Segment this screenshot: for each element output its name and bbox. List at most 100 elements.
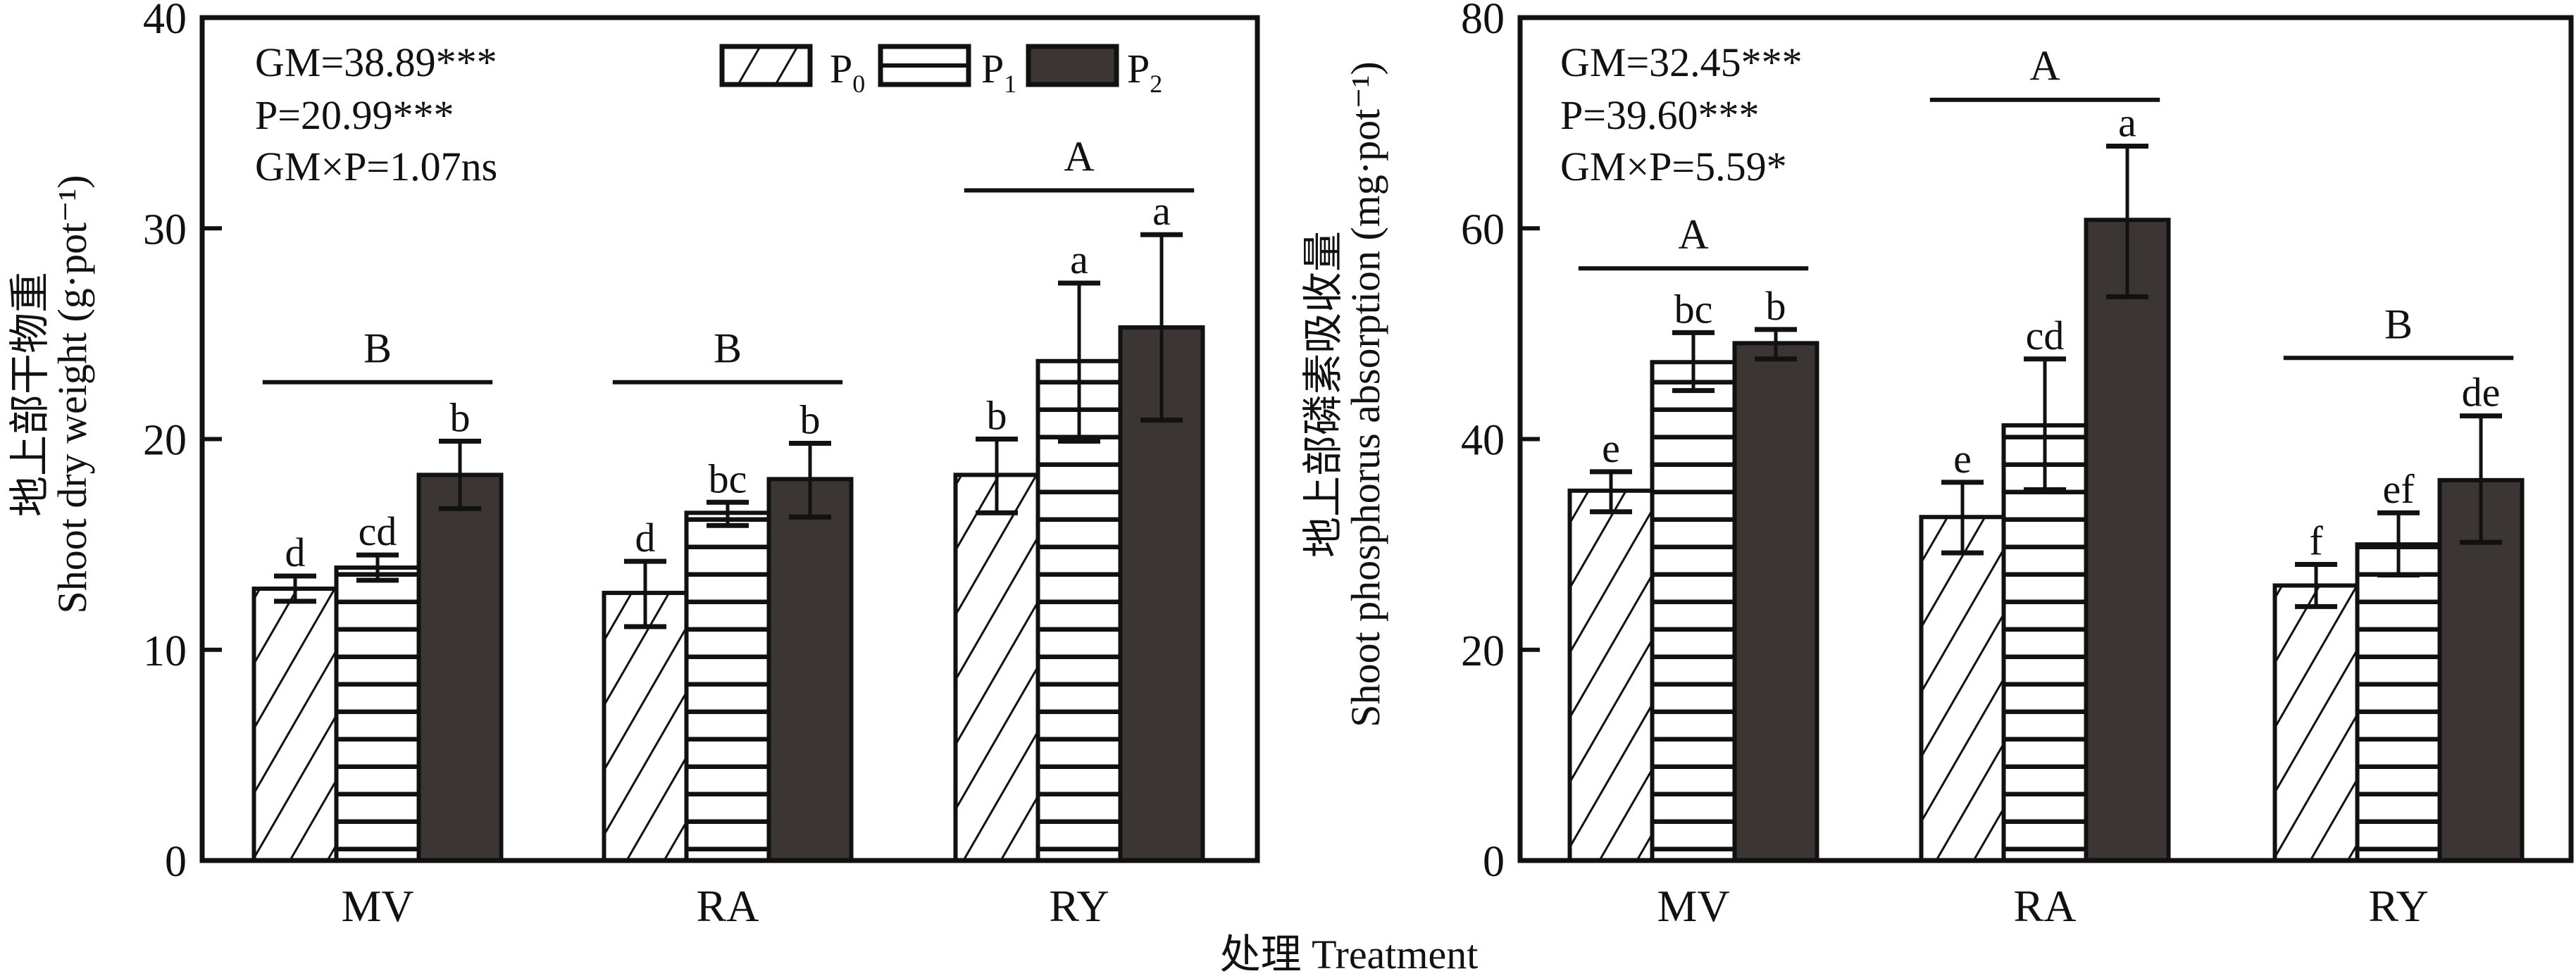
significance-letter: d (635, 515, 656, 561)
error-bar (1590, 469, 1632, 515)
y-tick-label: 80 (1461, 0, 1505, 43)
significance-letter: b (1766, 283, 1786, 329)
bar-p0-ra (1919, 515, 2006, 863)
error-bar (976, 437, 1018, 515)
significance-letter: f (2309, 518, 2323, 564)
stat-interaction: GM×P=5.59* (1560, 144, 1787, 189)
axes-layer: MV RA RY 0 10 20 30 40 (143, 0, 1260, 931)
significance-letter: bc (709, 456, 747, 501)
significance-letter: ef (2382, 466, 2415, 512)
error-bar (2460, 413, 2502, 545)
significance-letter: de (2462, 370, 2501, 415)
legend-swatch-p0 (719, 44, 813, 87)
significance-letter: a (1152, 188, 1171, 234)
bars-layer: d cd b Bd bc b Bb a a A (251, 133, 1205, 863)
error-bar (1672, 330, 1715, 394)
x-tick-label: MV (1657, 881, 1729, 931)
bar-p0-ry (953, 473, 1040, 863)
error-bar (274, 573, 316, 604)
significance-letter: d (285, 530, 306, 575)
error-bar (1941, 480, 1984, 556)
bar-p1-ry (2355, 542, 2442, 863)
group-letter: A (1678, 211, 1708, 258)
bar-p0-ry (2272, 583, 2360, 863)
legend: P0 P1 P2 (719, 44, 1162, 98)
y-axis-title-en: Shoot phosphorus absorption (mg·pot⁻¹) (1343, 61, 1388, 727)
error-bar (707, 499, 749, 528)
x-tick-label: RA (697, 881, 759, 931)
bar-p1-mv (1650, 360, 1737, 863)
bar-p2-mv (416, 473, 504, 863)
significance-letter: a (2118, 100, 2136, 146)
error-bar (789, 440, 831, 520)
x-axis-title: 处理 Treatment (1220, 932, 1479, 976)
error-bar (2295, 562, 2337, 609)
legend-label-p2: P2 (1127, 46, 1162, 98)
error-bar (1058, 280, 1100, 444)
x-tick-label: RY (2368, 881, 2428, 931)
y-tick-label: 40 (143, 0, 187, 43)
significance-letter: e (1953, 436, 1972, 482)
stat-p: P=20.99*** (255, 92, 454, 138)
stat-gm: GM=32.45*** (1560, 39, 1803, 85)
group-letter: A (2029, 43, 2060, 89)
stat-p: P=39.60*** (1560, 92, 1759, 138)
group-letter: B (714, 325, 742, 372)
error-bar (2106, 144, 2148, 300)
phosphorus-chart: 地上部磷素吸收量 Shoot phosphorus absorption (mg… (1300, 0, 2574, 931)
y-tick-label: 30 (143, 206, 187, 254)
group-letter: A (1064, 133, 1094, 180)
group-letter: B (363, 325, 392, 372)
significance-letter: b (450, 394, 471, 440)
y-tick-label: 20 (143, 417, 187, 465)
error-bar (2024, 356, 2066, 492)
error-bar (1755, 327, 1797, 362)
bar-p0-mv (1567, 488, 1655, 863)
bar-p0-ra (602, 590, 689, 863)
y-axis-title-cn: 地上部干物重 (7, 272, 53, 517)
significance-letter: bc (1674, 286, 1713, 332)
legend-label-p1: P1 (981, 46, 1016, 98)
x-tick-label: MV (341, 881, 413, 931)
significance-letter: a (1070, 237, 1088, 282)
legend-label-p0: P0 (830, 46, 865, 98)
anova-stats: GM=38.89*** P=20.99*** GM×P=1.07ns (255, 39, 497, 189)
y-tick-label: 60 (1461, 206, 1505, 254)
bar-p2-mv (1732, 341, 1819, 863)
significance-letter: b (987, 393, 1007, 439)
bar-p1-ra (684, 511, 771, 863)
y-axis-title-cn: 地上部磷素吸收量 (1300, 231, 1346, 558)
y-tick-label: 20 (1461, 627, 1505, 675)
significance-letter: b (800, 396, 821, 442)
y-tick-label: 0 (165, 838, 187, 886)
x-tick-label: RA (2014, 881, 2077, 931)
error-bar (624, 558, 666, 630)
y-axis-title: 地上部干物重 Shoot dry weight (g·pot⁻¹) (7, 175, 95, 613)
bar-p1-ry (1035, 358, 1123, 863)
significance-letter: cd (2026, 313, 2065, 358)
bar-p2-ra (2084, 218, 2171, 863)
dry-weight-chart: 地上部干物重 Shoot dry weight (g·pot⁻¹) GM=38.… (7, 0, 1260, 931)
y-axis-title-en: Shoot dry weight (g·pot⁻¹) (49, 175, 95, 613)
anova-stats: GM=32.45*** P=39.60*** GM×P=5.59* (1560, 39, 1803, 189)
axes-layer: MV RA RY 0 20 40 60 80 (1461, 0, 2574, 931)
legend-swatch-p2 (1026, 44, 1119, 87)
y-tick-label: 40 (1461, 417, 1505, 465)
y-axis-title: 地上部磷素吸收量 Shoot phosphorus absorption (mg… (1300, 61, 1388, 727)
bar-p2-ra (766, 477, 854, 863)
group-letter: B (2384, 301, 2413, 347)
x-tick-label: RY (1049, 881, 1109, 931)
error-bar (1140, 232, 1183, 423)
error-bar (439, 438, 481, 511)
error-bar (2377, 510, 2420, 578)
y-tick-label: 0 (1483, 838, 1505, 886)
y-tick-label: 10 (143, 627, 187, 675)
stat-interaction: GM×P=1.07ns (255, 144, 497, 189)
bar-p0-mv (251, 586, 339, 863)
stat-gm: GM=38.89*** (255, 39, 497, 85)
bar-p1-mv (334, 565, 421, 863)
significance-letter: cd (359, 508, 397, 554)
error-bar (356, 552, 399, 583)
significance-letter: e (1602, 425, 1620, 471)
